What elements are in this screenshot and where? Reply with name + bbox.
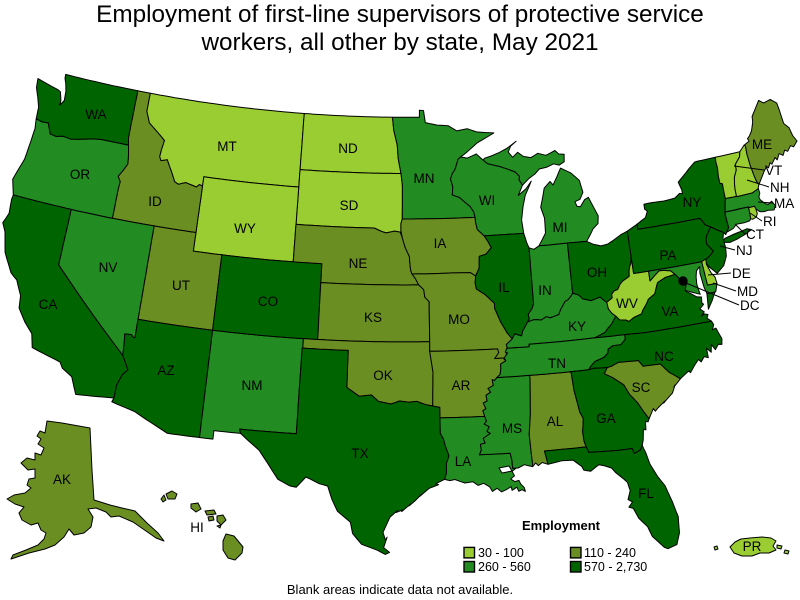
svg-text:OR: OR	[70, 167, 91, 182]
svg-text:MO: MO	[448, 312, 470, 327]
svg-text:OK: OK	[373, 368, 393, 383]
svg-text:AR: AR	[452, 378, 471, 393]
svg-text:OH: OH	[587, 265, 607, 280]
svg-text:KY: KY	[568, 319, 586, 334]
svg-text:IL: IL	[498, 280, 510, 295]
svg-text:DE: DE	[732, 266, 751, 281]
svg-text:MN: MN	[414, 171, 435, 186]
svg-text:Employment of first-line super: Employment of first-line supervisors of …	[96, 1, 704, 28]
svg-text:SC: SC	[632, 380, 651, 395]
svg-text:MT: MT	[217, 139, 237, 154]
svg-text:TN: TN	[548, 356, 566, 371]
svg-text:30 - 100: 30 - 100	[478, 546, 524, 560]
svg-text:workers, all other by state, M: workers, all other by state, May 2021	[200, 29, 598, 56]
svg-text:NH: NH	[770, 180, 790, 195]
svg-text:WA: WA	[85, 107, 106, 122]
svg-text:PA: PA	[659, 248, 676, 263]
svg-text:VA: VA	[661, 304, 678, 319]
svg-text:CT: CT	[746, 227, 764, 242]
svg-text:ID: ID	[148, 194, 162, 209]
svg-text:570 - 2,730: 570 - 2,730	[584, 560, 647, 574]
svg-text:WY: WY	[234, 221, 256, 236]
svg-text:CA: CA	[39, 297, 58, 312]
svg-text:ND: ND	[338, 141, 358, 156]
svg-text:NY: NY	[683, 195, 702, 210]
svg-text:HI: HI	[190, 520, 204, 535]
svg-text:KS: KS	[364, 310, 382, 325]
svg-text:AK: AK	[53, 472, 71, 487]
svg-text:PR: PR	[743, 539, 762, 554]
svg-text:MI: MI	[553, 220, 568, 235]
svg-text:DC: DC	[740, 298, 760, 313]
svg-text:CO: CO	[258, 294, 278, 309]
svg-text:LA: LA	[455, 454, 472, 469]
svg-text:WV: WV	[616, 296, 638, 311]
svg-text:SD: SD	[340, 198, 359, 213]
svg-text:NC: NC	[654, 349, 674, 364]
svg-text:Blank areas indicate data not: Blank areas indicate data not available.	[287, 582, 513, 597]
svg-text:260 - 560: 260 - 560	[478, 560, 531, 574]
svg-text:RI: RI	[763, 214, 777, 229]
svg-text:ME: ME	[752, 137, 772, 152]
svg-text:110 - 240: 110 - 240	[584, 546, 636, 560]
svg-text:NV: NV	[99, 260, 118, 275]
svg-text:MS: MS	[502, 421, 522, 436]
svg-text:WI: WI	[479, 193, 496, 208]
svg-text:AL: AL	[547, 414, 564, 429]
svg-text:UT: UT	[172, 278, 190, 293]
svg-text:VT: VT	[765, 163, 782, 178]
svg-text:MA: MA	[774, 196, 794, 211]
svg-text:NJ: NJ	[736, 243, 753, 258]
svg-text:NM: NM	[242, 378, 263, 393]
svg-text:FL: FL	[638, 486, 654, 501]
svg-text:NE: NE	[349, 256, 368, 271]
svg-text:Employment: Employment	[522, 518, 601, 533]
svg-text:IN: IN	[538, 283, 552, 298]
svg-text:MD: MD	[737, 284, 758, 299]
svg-text:GA: GA	[596, 411, 616, 426]
svg-text:AZ: AZ	[157, 363, 174, 378]
svg-text:IA: IA	[434, 236, 447, 251]
svg-text:TX: TX	[351, 446, 368, 461]
